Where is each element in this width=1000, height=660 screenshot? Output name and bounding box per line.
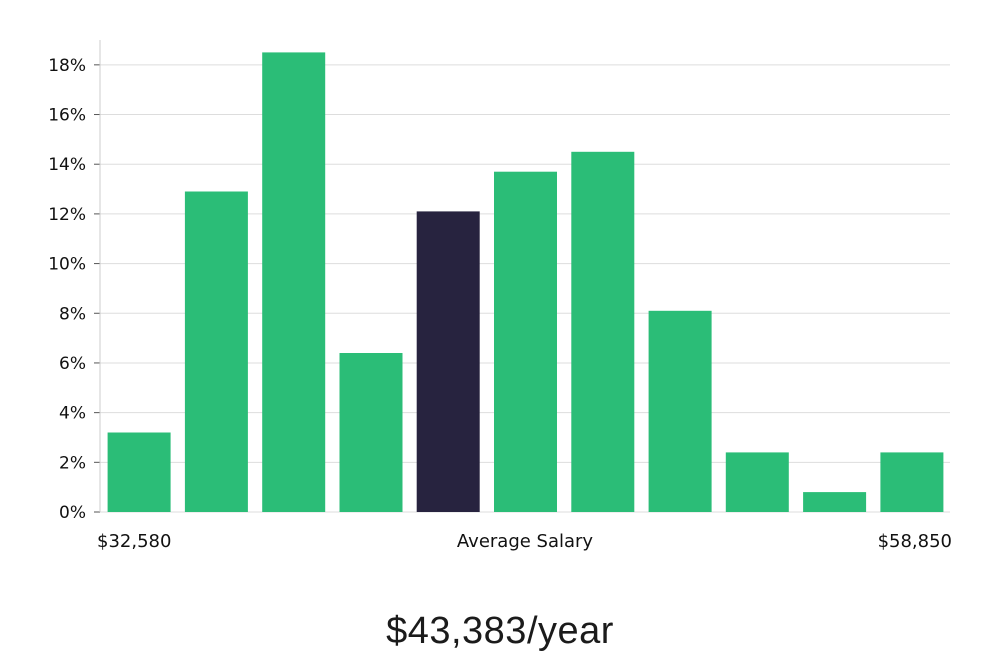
bar (339, 353, 403, 512)
y-tick-label: 10% (48, 255, 86, 275)
y-tick-label: 12% (48, 205, 86, 225)
y-tick-label: 6% (59, 354, 86, 374)
salary-distribution-chart: 0% 2% 4% 6% 8% 10% 12% 14% 16% 18% $32,580 Averag… (48, 40, 952, 552)
bar (803, 492, 867, 512)
bar (494, 171, 557, 512)
y-tick-label: 18% (48, 56, 86, 76)
bar (725, 452, 789, 512)
bar (880, 452, 944, 512)
y-tick-label: 0% (59, 503, 86, 523)
bar-highlighted (416, 211, 480, 512)
bar (571, 151, 635, 513)
x-axis-label: Average Salary (457, 531, 594, 552)
bars (107, 52, 944, 513)
average-salary-headline: $43,383/year (386, 610, 614, 652)
y-tick-label: 8% (59, 304, 86, 324)
bar (184, 191, 248, 512)
y-tick-label: 2% (59, 453, 86, 473)
x-max-label: $58,850 (878, 531, 952, 552)
x-min-label: $32,580 (97, 531, 171, 552)
y-tick-label: 16% (48, 106, 86, 126)
y-tick-label: 14% (48, 155, 86, 175)
bar (262, 52, 326, 513)
bar (648, 310, 712, 512)
y-tick-label: 4% (59, 404, 86, 424)
bar (107, 432, 171, 512)
y-axis-ticks: 0% 2% 4% 6% 8% 10% 12% 14% 16% 18% (48, 56, 100, 523)
